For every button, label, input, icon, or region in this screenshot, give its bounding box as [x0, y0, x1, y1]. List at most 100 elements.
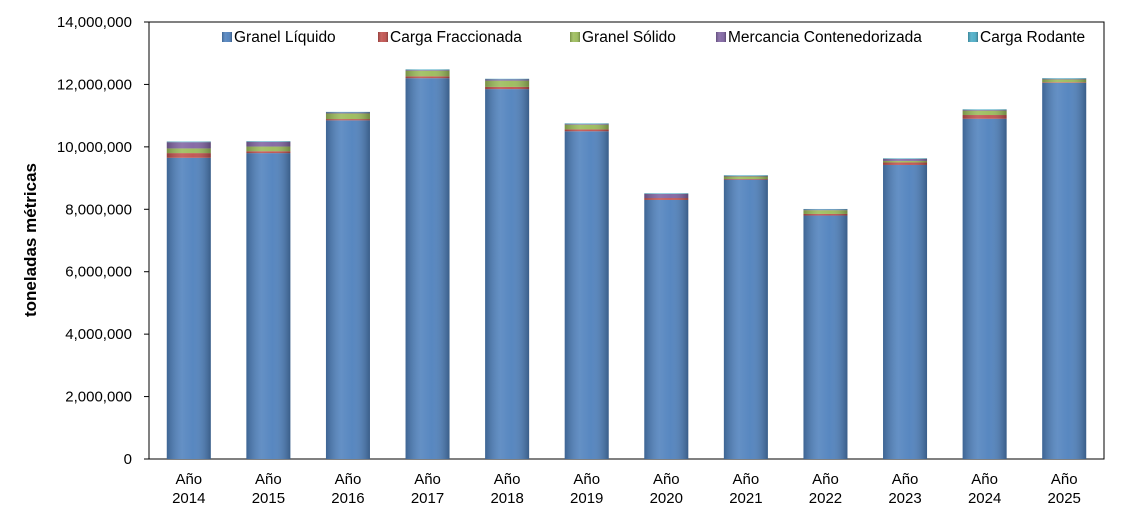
bar-segment-shading — [883, 162, 928, 165]
bar-segment-shading — [803, 209, 848, 211]
legend-swatch-shading — [716, 32, 726, 42]
bar-segment-shading — [723, 175, 768, 177]
bar-segment-shading — [246, 141, 291, 142]
bar-segment-shading — [405, 76, 450, 79]
x-tick-label: Año — [812, 471, 839, 488]
bar-segment-shading — [1042, 82, 1087, 83]
x-tick-label: 2022 — [809, 490, 842, 507]
bar-segment-shading — [883, 164, 928, 459]
y-tick-label: 12,000,000 — [57, 76, 132, 93]
bar-segment-shading — [803, 213, 848, 216]
bar-segment-shading — [1042, 78, 1087, 80]
legend-label: Mercancia Contenedorizada — [728, 29, 922, 46]
legend-label: Carga Rodante — [980, 29, 1085, 46]
x-axis: Año 2014 Año 2015 Año 2016 Año 2017 Año 2018 Año 20… — [172, 471, 1081, 507]
x-tick-label: 2016 — [331, 490, 364, 507]
bar-segment-shading — [166, 141, 211, 143]
y-tick-label: 4,000,000 — [65, 326, 132, 343]
y-tick-label: 14,000,000 — [57, 14, 132, 31]
bar-segment-shading — [485, 89, 530, 459]
bar-segment-shading — [962, 118, 1007, 459]
x-tick-label: Año — [255, 471, 282, 488]
legend-label: Carga Fraccionada — [390, 29, 522, 46]
y-tick-label: 8,000,000 — [65, 201, 132, 218]
bar-segment-shading — [166, 148, 211, 154]
bar-segment-shading — [405, 69, 450, 71]
bar-segment-shading — [962, 109, 1007, 111]
bar-segment-shading — [644, 198, 689, 200]
bar-segment-shading — [246, 146, 291, 152]
y-tick-label: 6,000,000 — [65, 264, 132, 281]
bar-segment-shading — [485, 86, 530, 90]
bar-segment-shading — [325, 111, 370, 113]
bar-segment-shading — [485, 79, 530, 81]
bar-segment-shading — [644, 199, 689, 459]
bar-segment-shading — [405, 70, 450, 71]
y-tick-label: 10,000,000 — [57, 139, 132, 156]
bar-segment-shading — [405, 78, 450, 459]
x-tick-label: Año — [1051, 471, 1078, 488]
legend-swatch-shading — [570, 32, 580, 42]
bar-segment-shading — [166, 142, 211, 149]
legend-swatch-shading — [222, 32, 232, 42]
y-tick-label: 0 — [124, 451, 132, 468]
x-tick-label: 2014 — [172, 490, 205, 507]
bar-segment-shading — [166, 153, 211, 158]
bar-segment-shading — [485, 78, 530, 80]
bar-segment-shading — [723, 176, 768, 180]
bar-segment-shading — [803, 215, 848, 459]
legend-swatch-shading — [378, 32, 388, 42]
bar-segment-shading — [246, 151, 291, 154]
bar-segment-shading — [803, 208, 848, 210]
x-tick-label: 2023 — [888, 490, 921, 507]
bar-segment-shading — [883, 160, 928, 163]
x-tick-label: Año — [175, 471, 202, 488]
bar-segment-shading — [723, 179, 768, 459]
x-tick-label: Año — [335, 471, 362, 488]
x-tick-label: Año — [494, 471, 521, 488]
bar-segment-shading — [1042, 78, 1087, 79]
bar-segment-shading — [325, 120, 370, 459]
x-tick-label: 2025 — [1048, 490, 1081, 507]
x-tick-label: Año — [653, 471, 680, 488]
x-tick-label: 2021 — [729, 490, 762, 507]
bar-segment-shading — [564, 124, 609, 125]
x-tick-label: Año — [573, 471, 600, 488]
x-tick-label: Año — [414, 471, 441, 488]
bars — [166, 69, 1087, 459]
bar-segment-shading — [405, 70, 450, 77]
y-axis: 0 2,000,000 4,000,000 6,000,000 8,000,000 10,… — [57, 14, 149, 468]
bar-segment-shading — [723, 175, 768, 176]
bar-segment-shading — [325, 113, 370, 120]
bar-segment-shading — [485, 80, 530, 87]
legend-label: Granel Sólido — [582, 29, 676, 46]
bar-segment-shading — [1042, 79, 1087, 83]
bar-segment-shading — [644, 193, 689, 199]
bar-segment-shading — [962, 110, 1007, 111]
bar-segment-shading — [246, 141, 291, 147]
x-tick-label: Año — [733, 471, 760, 488]
bar-segment-shading — [325, 119, 370, 121]
x-tick-label: 2015 — [252, 490, 285, 507]
x-tick-label: 2020 — [650, 490, 683, 507]
bar-segment-shading — [246, 153, 291, 459]
bar-segment-shading — [962, 115, 1007, 119]
x-tick-label: Año — [892, 471, 919, 488]
bar-segment-shading — [962, 110, 1007, 116]
bar-segment-shading — [883, 158, 928, 160]
x-tick-label: 2018 — [490, 490, 523, 507]
bar-segment-shading — [644, 193, 689, 194]
x-tick-label: 2017 — [411, 490, 444, 507]
bar-segment-shading — [564, 123, 609, 125]
bar-segment-shading — [723, 179, 768, 180]
y-tick-label: 2,000,000 — [65, 389, 132, 406]
plot-area — [148, 21, 1105, 460]
x-tick-label: Año — [971, 471, 998, 488]
legend: Granel Líquido Carga Fraccionada Granel Só… — [222, 29, 1085, 46]
bar-segment-shading — [166, 157, 211, 459]
bar-segment-shading — [564, 129, 609, 132]
bar-segment-shading — [564, 124, 609, 130]
bar-segment-shading — [325, 112, 370, 114]
bar-segment-shading — [564, 131, 609, 459]
